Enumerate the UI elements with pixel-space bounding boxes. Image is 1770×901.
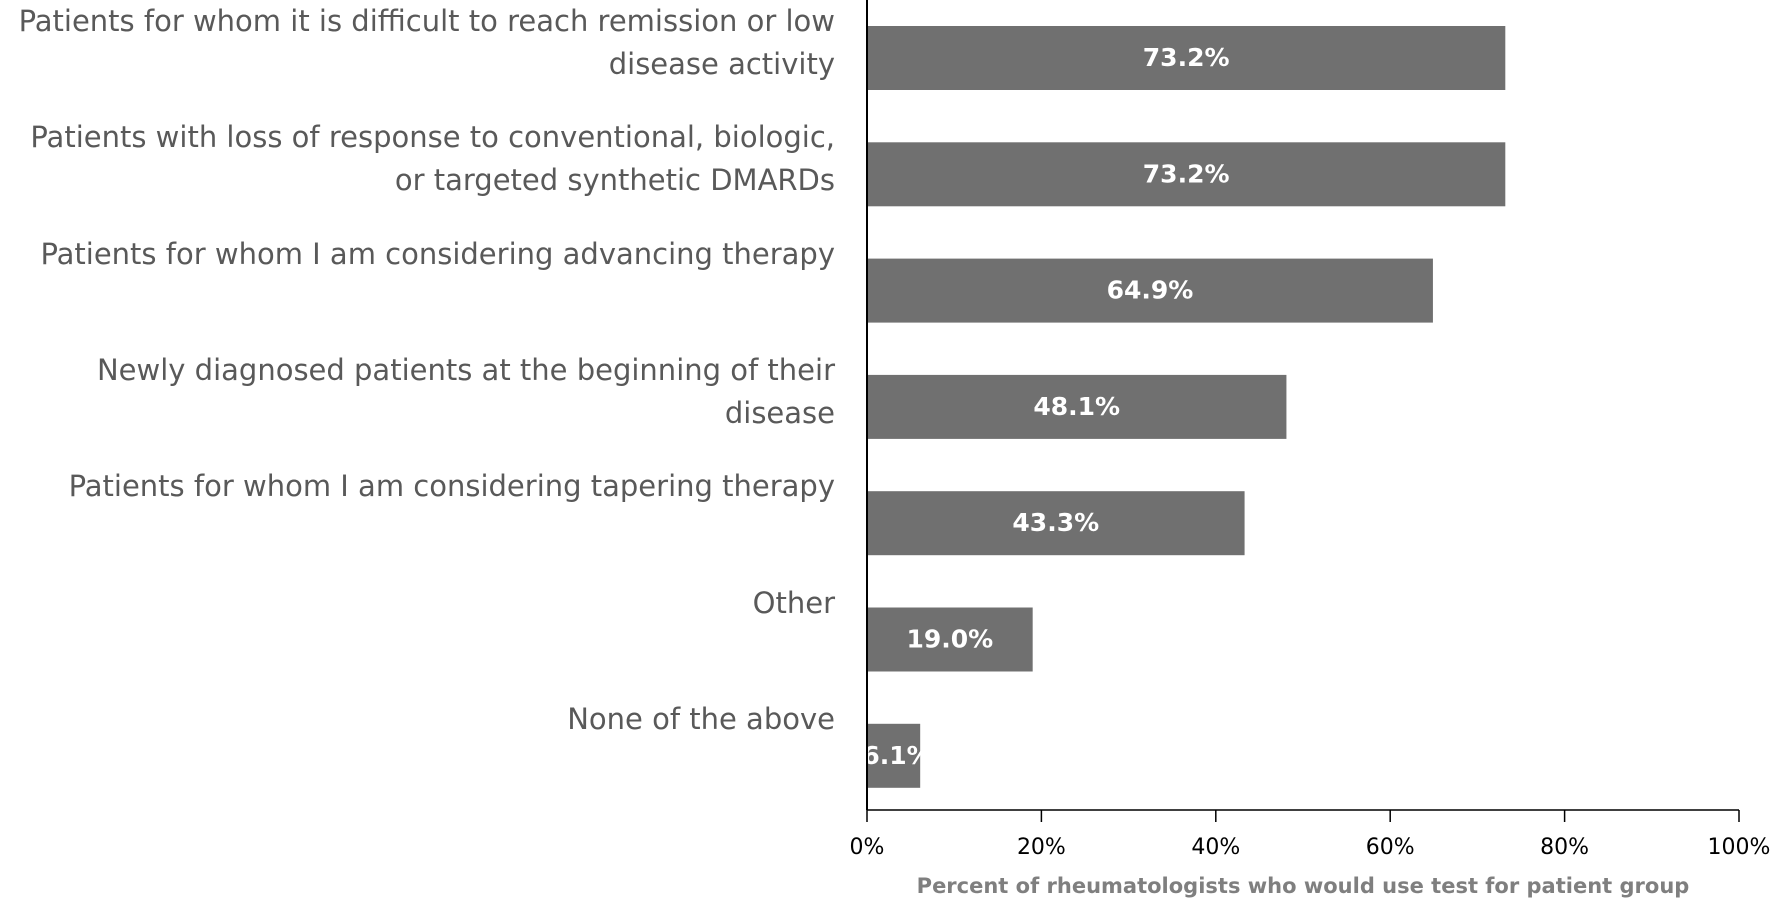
x-tick-label: 80% bbox=[1540, 835, 1589, 860]
x-axis-title: Percent of rheumatologists who would use… bbox=[917, 874, 1690, 898]
category-label: None of the above bbox=[567, 701, 835, 736]
value-label: 19.0% bbox=[906, 625, 993, 654]
x-tick-label: 20% bbox=[1017, 835, 1066, 860]
category-label: Other bbox=[752, 585, 835, 620]
value-label: 48.1% bbox=[1033, 392, 1120, 421]
value-label: 64.9% bbox=[1107, 276, 1194, 305]
x-tick-label: 100% bbox=[1708, 835, 1770, 860]
bar bbox=[867, 607, 1033, 672]
bar bbox=[867, 374, 1287, 439]
value-label: 73.2% bbox=[1143, 159, 1230, 188]
category-label: Patients for whom I am considering advan… bbox=[40, 236, 835, 271]
category-label: Patients for whom I am considering taper… bbox=[68, 469, 835, 504]
bar bbox=[867, 491, 1245, 556]
bar bbox=[867, 26, 1506, 90]
category-label: Patients with loss of response to conven… bbox=[30, 120, 835, 198]
x-tick-label: 60% bbox=[1366, 835, 1415, 860]
x-tick-label: 0% bbox=[850, 835, 885, 860]
category-label: Newly diagnosed patients at the beginnin… bbox=[96, 352, 835, 430]
x-tick-label: 40% bbox=[1191, 835, 1240, 860]
bar bbox=[867, 258, 1433, 323]
value-label: 6.1% bbox=[862, 741, 931, 770]
value-label: 43.3% bbox=[1012, 508, 1099, 537]
category-label: Patients for whom it is difficult to rea… bbox=[18, 4, 835, 81]
bar bbox=[867, 142, 1506, 207]
value-label: 73.2% bbox=[1143, 43, 1230, 72]
bar bbox=[867, 723, 921, 788]
